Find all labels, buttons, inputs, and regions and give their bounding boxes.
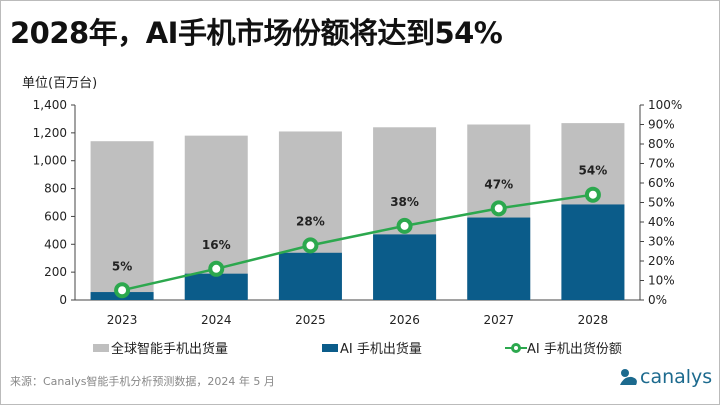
- y2-tick-label: 0%: [648, 293, 667, 307]
- logo-icon: [620, 369, 637, 385]
- y-tick-label: 1,400: [33, 98, 67, 112]
- legend-swatch: [322, 343, 338, 352]
- y-tick-label: 1,000: [33, 154, 67, 168]
- share-label: 5%: [112, 259, 132, 273]
- y2-tick-label: 50%: [648, 196, 675, 210]
- legend-share: AI 手机出货份额: [505, 338, 622, 357]
- x-tick-label: 2027: [483, 313, 514, 327]
- share-point: [490, 200, 507, 217]
- bar-ai: [278, 252, 342, 300]
- share-label: 47%: [484, 177, 513, 191]
- y2-tick-label: 80%: [648, 137, 675, 151]
- y2-tick-label: 30%: [648, 235, 675, 249]
- y-tick-label: 200: [44, 265, 67, 279]
- x-tick-label: 2024: [201, 313, 232, 327]
- bar-ai: [184, 273, 248, 300]
- page-title: 2028年，AI手机市场份额将达到54%: [10, 16, 503, 50]
- y2-tick-label: 60%: [648, 176, 675, 190]
- bar-ai: [373, 234, 437, 300]
- share-point: [302, 237, 319, 254]
- share-label: 38%: [390, 195, 419, 209]
- share-line: [121, 193, 594, 292]
- legend-swatch: [93, 343, 109, 352]
- bar-ai: [467, 217, 531, 300]
- logo-text: canalys: [640, 366, 713, 388]
- y-tick-label: 800: [44, 182, 67, 196]
- share-label: 28%: [296, 214, 325, 228]
- y2-tick-label: 70%: [648, 157, 675, 171]
- legend-label: AI 手机出货量: [340, 342, 422, 357]
- x-tick-label: 2028: [578, 313, 609, 327]
- legend-line-marker-icon: [505, 342, 527, 353]
- share-point: [584, 186, 601, 203]
- canalys-logo: canalys: [618, 366, 712, 388]
- share-point: [114, 282, 131, 299]
- y2-tick-label: 20%: [648, 254, 675, 268]
- y2-tick-label: 90%: [648, 118, 675, 132]
- share-point: [208, 260, 225, 277]
- y-tick-label: 0: [59, 293, 67, 307]
- share-label: 54%: [579, 164, 608, 178]
- y2-tick-label: 40%: [648, 215, 675, 229]
- x-tick-label: 2026: [389, 313, 420, 327]
- legend-total: 全球智能手机出货量: [93, 338, 228, 357]
- share-label: 16%: [202, 238, 231, 252]
- legend-ai: AI 手机出货量: [322, 338, 422, 357]
- y2-tick-label: 10%: [648, 274, 675, 288]
- legend-label: AI 手机出货份额: [527, 342, 622, 357]
- x-tick-label: 2025: [295, 313, 326, 327]
- y2-tick-label: 100%: [648, 98, 682, 112]
- source-note: 来源：Canalys智能手机分析预测数据，2024 年 5 月: [10, 375, 275, 388]
- share-point: [396, 217, 413, 234]
- y-tick-label: 1,200: [33, 126, 67, 140]
- y-axis-unit: 单位(百万台): [22, 76, 98, 91]
- x-tick-label: 2023: [107, 313, 138, 327]
- bar-ai: [561, 204, 625, 300]
- bar-total: [90, 141, 154, 300]
- legend-label: 全球智能手机出货量: [111, 342, 229, 357]
- y-tick-label: 400: [44, 237, 67, 251]
- y-tick-label: 600: [44, 209, 67, 223]
